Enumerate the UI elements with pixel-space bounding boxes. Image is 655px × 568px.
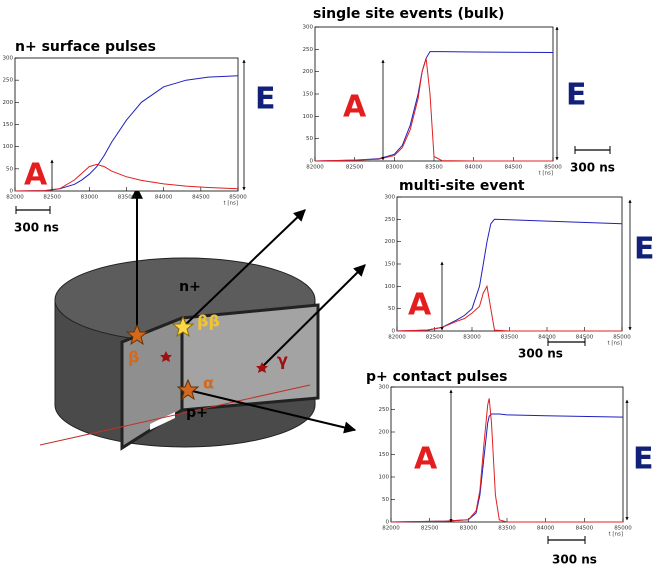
x-axis-label: t [ns] <box>607 341 622 347</box>
chart-title: n+ surface pulses <box>15 39 156 55</box>
x-tick-label: 82000 <box>6 195 24 201</box>
detector-label: n+ <box>179 279 201 295</box>
y-tick-label: 100 <box>379 475 390 481</box>
detector: n+ p+ ββ β α γ <box>39 186 366 451</box>
amplitude-label: A <box>408 288 432 323</box>
x-tick-label: 85000 <box>614 526 632 532</box>
x-tick-label: 84500 <box>576 335 594 341</box>
x-tick-label: 85000 <box>613 335 631 341</box>
scale-bar-label: 300 ns <box>14 221 59 235</box>
scale-bar-label: 300 ns <box>518 347 563 361</box>
x-tick-label: 84000 <box>538 335 556 341</box>
pulse-chart: 0 50 100 150 200 250 300 82000 82500 83000 83500 84… <box>3 39 276 235</box>
y-tick-label: 0 <box>392 329 396 335</box>
x-tick-label: 85000 <box>229 195 247 201</box>
waveform <box>390 398 623 523</box>
x-tick-label: 82500 <box>421 526 439 532</box>
energy-label: E <box>633 442 654 477</box>
plot-frame <box>390 386 624 523</box>
x-tick-label: 83000 <box>463 335 481 341</box>
energy-label: E <box>634 232 655 267</box>
y-tick-label: 200 <box>3 100 14 106</box>
y-tick-label: 300 <box>3 56 14 62</box>
y-tick-label: 250 <box>379 407 390 413</box>
y-tick-label: 100 <box>303 114 314 120</box>
y-tick-label: 0 <box>10 189 14 195</box>
amplitude-label: A <box>24 158 48 193</box>
x-tick-label: 84000 <box>537 526 555 532</box>
y-tick-label: 150 <box>303 92 314 98</box>
pulse-chart: 0 50 100 150 200 250 300 82000 82500 83000 83500 84… <box>385 178 655 361</box>
y-tick-label: 200 <box>379 430 390 436</box>
x-tick-label: 82000 <box>306 165 324 171</box>
detector-label: p+ <box>186 405 208 421</box>
y-tick-label: 50 <box>388 306 395 312</box>
x-tick-label: 83500 <box>118 195 136 201</box>
x-axis-label: t [ns] <box>538 171 553 177</box>
y-tick-label: 0 <box>386 520 390 526</box>
y-tick-label: 300 <box>303 25 314 31</box>
x-axis-label: t [ns] <box>608 532 623 538</box>
x-tick-label: 82000 <box>382 526 400 532</box>
x-tick-label: 83000 <box>386 165 404 171</box>
y-tick-label: 150 <box>3 122 14 128</box>
chart-title: single site events (bulk) <box>313 6 504 22</box>
x-tick-label: 83500 <box>501 335 519 341</box>
y-tick-label: 150 <box>385 262 396 268</box>
waveform <box>14 75 239 192</box>
energy-label: E <box>255 82 276 117</box>
y-tick-label: 250 <box>303 47 314 53</box>
chart-title: p+ contact pulses <box>366 369 507 385</box>
y-tick-label: 300 <box>385 195 396 201</box>
x-tick-label: 82500 <box>426 335 444 341</box>
pulse-chart: 0 50 100 150 200 250 300 82000 82500 83000 83500 84… <box>366 369 654 567</box>
y-tick-label: 100 <box>3 144 14 150</box>
y-tick-label: 50 <box>382 497 389 503</box>
y-tick-label: 200 <box>385 239 396 245</box>
amplitude-label: A <box>343 90 367 125</box>
scale-bar-label: 300 ns <box>552 553 597 567</box>
y-tick-label: 200 <box>303 69 314 75</box>
x-tick-label: 84000 <box>465 165 483 171</box>
energy-label: E <box>566 78 587 113</box>
amplitude-label: A <box>414 442 438 477</box>
source-label: β <box>128 348 139 367</box>
waveform <box>314 58 553 162</box>
y-tick-label: 50 <box>6 166 13 172</box>
y-tick-label: 300 <box>379 385 390 391</box>
x-tick-label: 85000 <box>544 165 562 171</box>
y-tick-label: 0 <box>310 159 314 165</box>
y-tick-label: 100 <box>385 284 396 290</box>
x-tick-label: 82500 <box>346 165 364 171</box>
x-tick-label: 83500 <box>498 526 516 532</box>
y-tick-label: 250 <box>3 78 14 84</box>
source-label: α <box>203 374 214 393</box>
waveform <box>14 163 239 192</box>
x-tick-label: 84500 <box>576 526 594 532</box>
x-tick-label: 84500 <box>192 195 210 201</box>
source-label: γ <box>277 351 288 370</box>
x-tick-label: 84000 <box>155 195 173 201</box>
source-label: ββ <box>197 312 220 331</box>
x-axis-label: t [ns] <box>223 201 238 207</box>
scale-bar-label: 300 ns <box>570 161 615 175</box>
pulse-chart: 0 50 100 150 200 250 300 82000 82500 83000 83500 84… <box>303 6 615 177</box>
waveform <box>396 284 622 332</box>
x-tick-label: 83500 <box>425 165 443 171</box>
y-tick-label: 150 <box>379 452 390 458</box>
y-tick-label: 50 <box>306 136 313 142</box>
x-tick-label: 82500 <box>43 195 61 201</box>
chart-title: multi-site event <box>399 178 525 194</box>
y-tick-label: 250 <box>385 217 396 223</box>
x-tick-label: 84500 <box>505 165 523 171</box>
x-tick-label: 82000 <box>388 335 406 341</box>
x-tick-label: 83000 <box>460 526 478 532</box>
x-tick-label: 83000 <box>81 195 99 201</box>
